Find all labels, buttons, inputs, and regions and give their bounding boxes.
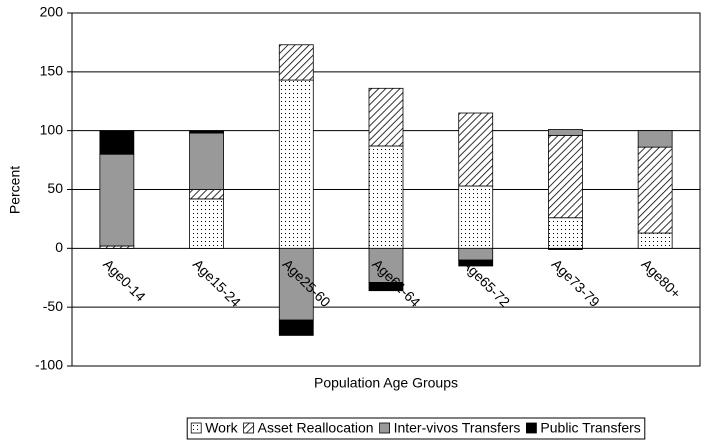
- legend-label: Work: [205, 420, 238, 436]
- plot-border: [71, 12, 701, 367]
- y-tick-label: -50: [43, 298, 63, 314]
- bar-segment: [99, 153, 135, 247]
- bar-segment: [189, 189, 224, 200]
- y-axis-title: Percent: [7, 166, 23, 214]
- y-tick-label: 150: [40, 63, 64, 79]
- legend-swatch: [190, 422, 202, 434]
- y-tick-label: -100: [35, 357, 63, 373]
- y-tick-label: 100: [40, 121, 64, 137]
- bar-segment: [368, 87, 404, 147]
- legend-label: Public Transfers: [540, 420, 640, 436]
- bar-segment: [368, 145, 404, 249]
- legend-label: Inter-vivos Transfers: [394, 420, 521, 436]
- legend-swatch: [379, 422, 390, 434]
- legend: Work Asset Reallocation Inter-vivos Transf…: [186, 417, 646, 440]
- bar-segment: [637, 130, 673, 148]
- legend-label: Asset Reallocation: [258, 420, 374, 436]
- bar-segment: [548, 129, 583, 136]
- bar-segment: [458, 112, 494, 187]
- bar-segment: [189, 198, 224, 249]
- y-tick-label: 0: [55, 239, 63, 255]
- x-axis-title: Population Age Groups: [314, 375, 458, 391]
- bar-segment: [278, 79, 314, 249]
- bar-segment: [548, 134, 583, 219]
- bar-segment: [548, 247, 583, 250]
- y-tick-label: 200: [40, 4, 64, 20]
- bar-segment: [278, 319, 314, 336]
- bar-segment: [458, 247, 494, 261]
- bar-segment: [189, 130, 224, 134]
- bar-segment: [368, 247, 404, 283]
- bar-segment: [637, 232, 673, 249]
- bar-segment: [99, 130, 135, 155]
- legend-swatch: [526, 422, 537, 434]
- bar-segment: [368, 282, 404, 292]
- bar-segment: [189, 132, 224, 190]
- bar-segment: [278, 44, 314, 81]
- bar-segment: [458, 185, 494, 249]
- bar-segment: [548, 217, 583, 249]
- bar-segment: [458, 259, 494, 267]
- legend-swatch: [243, 422, 255, 434]
- bar-segment: [637, 146, 673, 234]
- y-tick-label: 50: [47, 180, 63, 196]
